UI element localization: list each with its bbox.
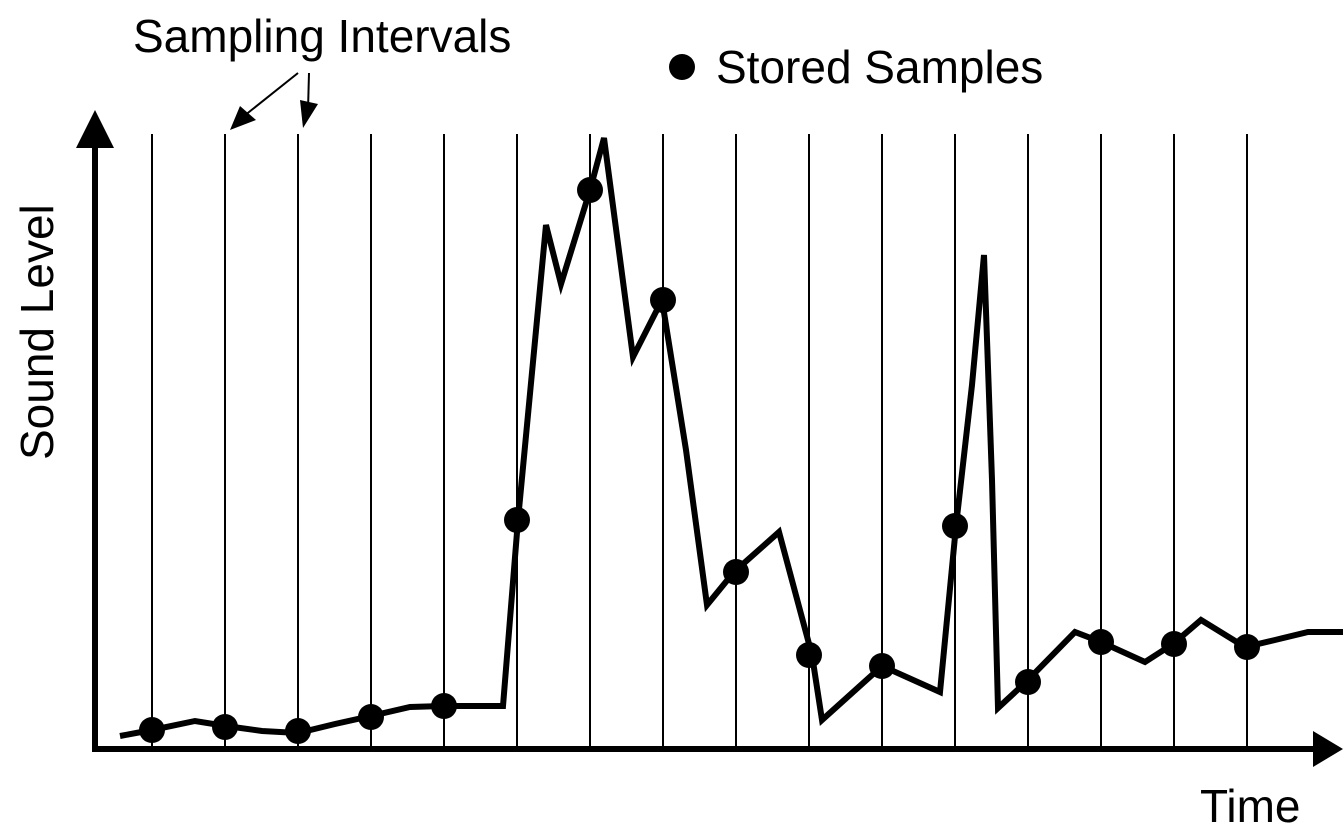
y-axis-label: Sound Level [11, 204, 63, 460]
stored-sample-dot [796, 642, 822, 668]
pointer-arrowhead-right [300, 100, 318, 128]
stored-sample-dots [139, 177, 1260, 744]
stored-sample-dot [942, 513, 968, 539]
stored-sample-dot [358, 704, 384, 730]
stored-sample-dot [650, 287, 676, 313]
sound-waveform [119, 137, 1343, 739]
stored-sample-dot [139, 717, 165, 743]
legend-dot-icon [669, 54, 695, 80]
stored-sample-dot [212, 714, 238, 740]
axes [76, 110, 1343, 767]
y-axis-arrowhead [76, 110, 114, 148]
stored-sample-dot [1161, 631, 1187, 657]
stored-sample-dot [1015, 669, 1041, 695]
stored-sample-dot [869, 653, 895, 679]
x-axis-arrowhead [1313, 731, 1343, 767]
sampling-interval-pointers [230, 72, 318, 130]
stored-sample-dot [431, 693, 457, 719]
pointer-arrow-left [243, 72, 299, 117]
stored-sample-dot [504, 507, 530, 533]
stored-samples-legend-label: Stored Samples [716, 41, 1043, 93]
sampling-interval-lines [151, 134, 1248, 749]
stored-sample-dot [723, 559, 749, 585]
x-axis-label: Time [1200, 780, 1301, 825]
stored-sample-dot [285, 718, 311, 744]
stored-sample-dot [1234, 634, 1260, 660]
stored-sample-dot [1088, 629, 1114, 655]
pointer-arrowhead-left [230, 106, 256, 130]
stored-sample-dot [577, 177, 603, 203]
sampling-intervals-label: Sampling Intervals [133, 10, 511, 62]
